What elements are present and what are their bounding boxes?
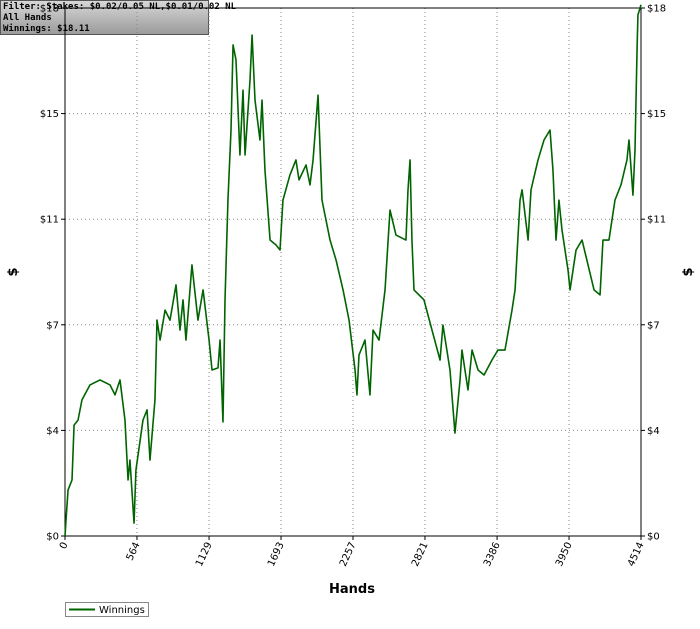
x-tick-label: 3386 xyxy=(482,541,503,569)
x-tick-label: 1693 xyxy=(266,541,287,569)
x-tick-label: 564 xyxy=(125,541,143,563)
legend: Winnings xyxy=(65,602,149,617)
x-tick-label: 2257 xyxy=(338,541,359,569)
y2-tick-label: $18 xyxy=(647,4,666,15)
x-tick-label: 0 xyxy=(58,541,71,551)
info-line: Winnings: $18.11 xyxy=(3,23,90,34)
x-tick-label: 4514 xyxy=(626,541,647,569)
x-axis-title: Hands xyxy=(329,582,375,597)
y-tick-label: $11 xyxy=(40,215,59,226)
y-tick-label: $15 xyxy=(40,109,59,120)
y2-tick-label: $15 xyxy=(647,109,666,120)
y2-tick-label: $4 xyxy=(647,426,660,437)
plot-frame xyxy=(64,7,642,537)
y2-axis-title: $ xyxy=(681,267,696,276)
y-tick-label: $4 xyxy=(46,426,59,437)
y-tick-label: $18 xyxy=(40,4,59,15)
legend-box xyxy=(65,602,149,617)
legend-label: Winnings xyxy=(99,605,145,616)
info-box: Filter: Stakes: $0.02/0.05 NL,$0.01/0.02… xyxy=(0,0,237,35)
y-axis-title: $ xyxy=(6,267,21,276)
x-tick-label: 2821 xyxy=(410,541,431,569)
x-tick-label: 3950 xyxy=(554,541,575,569)
info-line: All Hands xyxy=(3,13,52,23)
info-background xyxy=(0,0,209,35)
y2-tick-label: $7 xyxy=(647,320,660,331)
y2-tick-label: $11 xyxy=(647,215,666,226)
y-tick-label: $7 xyxy=(46,320,59,331)
x-tick-label: 1129 xyxy=(194,541,215,569)
y-tick-label: $0 xyxy=(46,532,59,543)
series-line xyxy=(64,4,642,537)
y2-tick-label: $0 xyxy=(647,532,660,543)
info-line: Filter: Stakes: $0.02/0.05 NL,$0.01/0.02… xyxy=(3,1,237,12)
